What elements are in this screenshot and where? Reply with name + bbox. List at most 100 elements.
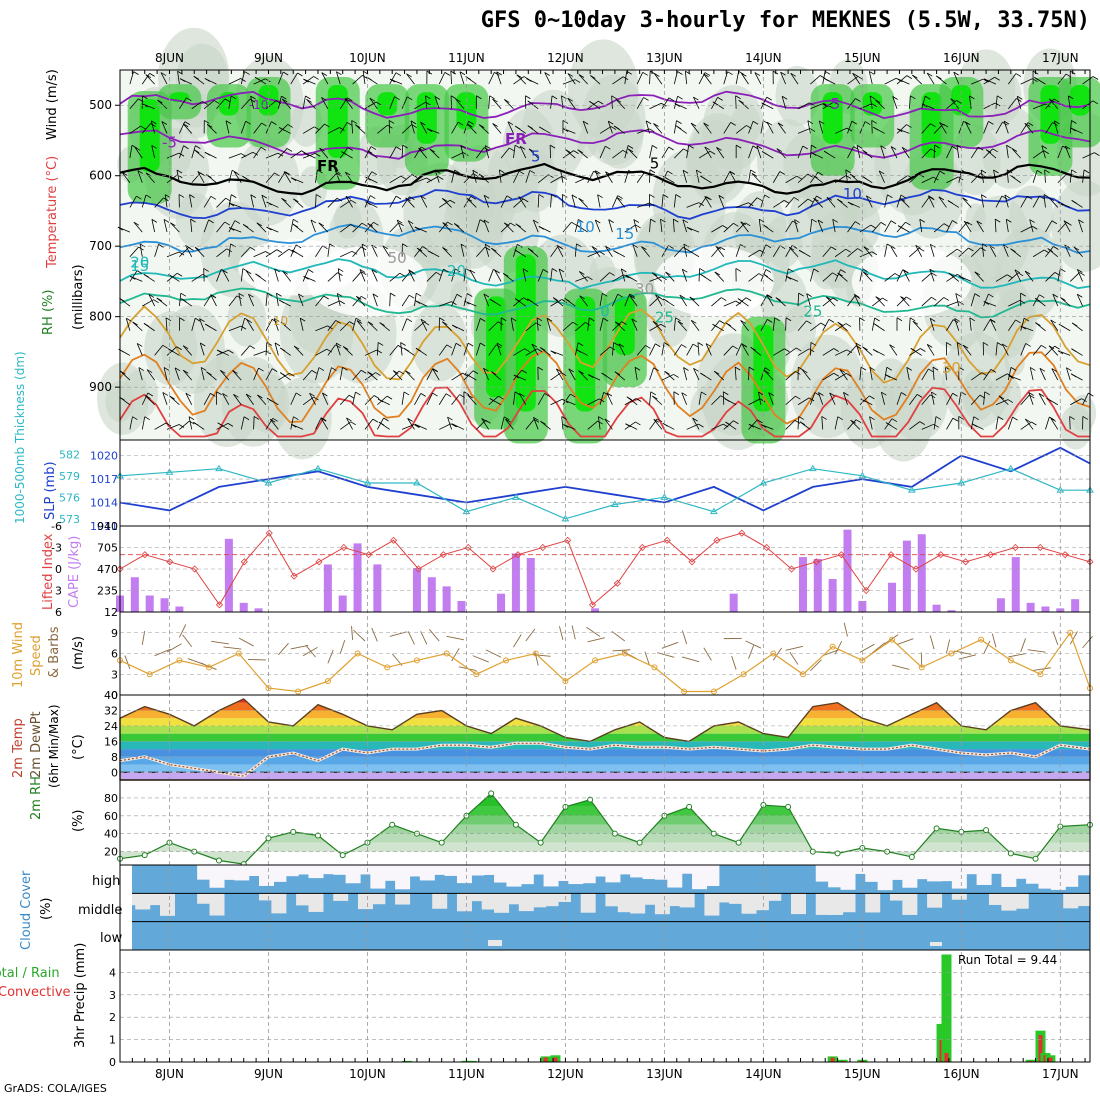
wind-barb bbox=[785, 268, 789, 282]
wind10-barb bbox=[946, 639, 951, 654]
cloud-high-clear bbox=[852, 865, 868, 874]
wind10-ylabel4: (m/s) bbox=[71, 636, 86, 670]
wind-barb-flag bbox=[796, 175, 803, 180]
wind-barb-flag bbox=[735, 95, 741, 100]
upper-ytick-label: 800 bbox=[89, 310, 112, 324]
contour-label: 0 bbox=[600, 303, 610, 321]
wind-barb bbox=[912, 74, 923, 85]
wind-barb bbox=[946, 319, 954, 331]
wind-barb-flag bbox=[331, 367, 337, 371]
wind-barb-flag bbox=[438, 176, 444, 180]
wind-barb-flag bbox=[872, 349, 879, 353]
wind-barb bbox=[587, 171, 595, 183]
precip-conv-bar bbox=[1028, 1060, 1033, 1062]
wind-barb-flag bbox=[845, 248, 851, 253]
wind-barb-flag bbox=[790, 72, 796, 77]
wind-barb-flag bbox=[414, 226, 421, 231]
wind-barb-flag bbox=[798, 292, 804, 297]
wind-barb-flag bbox=[204, 151, 211, 156]
wind-barb bbox=[145, 74, 155, 85]
upper-ytick-label: 600 bbox=[89, 169, 112, 183]
cloud-high-clear bbox=[1050, 865, 1066, 890]
wind10-barb bbox=[371, 627, 378, 642]
wind-barb-flag bbox=[788, 246, 795, 251]
wind10-barb bbox=[892, 664, 910, 670]
wind-barb-flag bbox=[513, 374, 520, 379]
wind-barb-flag bbox=[1012, 416, 1018, 421]
wind-barb bbox=[760, 294, 768, 307]
wind-barb bbox=[1020, 394, 1030, 406]
wind-barb-flag bbox=[149, 73, 155, 77]
wind-barb-flag bbox=[257, 394, 263, 399]
wind-barb bbox=[546, 318, 551, 331]
wind10-barb bbox=[429, 629, 440, 642]
wind-barb-flag bbox=[420, 146, 427, 151]
wind10-barb bbox=[238, 637, 254, 647]
wind-barb bbox=[154, 422, 167, 430]
li-point bbox=[713, 536, 721, 544]
wind-barb bbox=[1045, 122, 1053, 134]
wind-barb-flag bbox=[579, 271, 585, 275]
wind-barb-flag bbox=[516, 74, 522, 79]
wind-barb-flag bbox=[136, 343, 143, 347]
wind-barb-flag bbox=[929, 196, 935, 201]
wind-barb-flag bbox=[1092, 76, 1099, 80]
cloud-high-clear bbox=[1001, 865, 1017, 887]
wind10-barb bbox=[871, 642, 886, 654]
wind-barb bbox=[265, 368, 273, 381]
wind-barb-flag bbox=[947, 200, 954, 204]
wind-barb-flag bbox=[193, 421, 199, 426]
wind-barb bbox=[179, 121, 186, 134]
wind-barb bbox=[629, 295, 638, 307]
rh2m-point bbox=[314, 832, 321, 839]
wind-barb-flag bbox=[281, 197, 287, 202]
wind-barb bbox=[228, 95, 232, 109]
temp-band bbox=[120, 698, 1090, 703]
wind-barb-flag bbox=[188, 416, 195, 421]
wind-barb-flag bbox=[240, 325, 247, 330]
wind-barb-flag bbox=[163, 219, 170, 223]
wind-barb bbox=[407, 418, 415, 430]
wind-barb-flag bbox=[168, 348, 174, 353]
cloud-mid-clear bbox=[927, 893, 943, 908]
wind-barb-flag bbox=[1034, 297, 1041, 302]
wind-barb-flag bbox=[615, 321, 621, 326]
wind-barb-flag bbox=[200, 367, 207, 371]
wind-barb-flag bbox=[266, 397, 273, 402]
wind-barb-flag bbox=[367, 321, 374, 326]
wind-barb-flag bbox=[321, 97, 327, 101]
wind-barb-flag bbox=[432, 392, 438, 397]
wind-barb bbox=[450, 71, 452, 85]
wind-barb-flag bbox=[286, 148, 293, 152]
wind-barb-flag bbox=[798, 366, 804, 371]
wind-barb-flag bbox=[568, 368, 574, 373]
wind-barb bbox=[309, 393, 316, 405]
wind-barb bbox=[467, 394, 477, 406]
wind-barb bbox=[1005, 219, 1009, 233]
wind-barb bbox=[579, 271, 588, 282]
wind-barb bbox=[432, 368, 440, 381]
wind-barb-flag bbox=[971, 423, 978, 428]
wind10-barb bbox=[785, 645, 803, 651]
wind-barb-flag bbox=[369, 97, 376, 102]
wind-barb-flag bbox=[420, 318, 427, 323]
wind-barb-flag bbox=[414, 423, 421, 428]
precip-conv-bar bbox=[1038, 1035, 1043, 1062]
wind-barb bbox=[863, 246, 873, 258]
wind-barb bbox=[129, 246, 139, 258]
wind-barb-flag bbox=[700, 175, 706, 180]
wind-barb-flag bbox=[604, 418, 610, 423]
wind10-barb bbox=[810, 659, 822, 672]
wind-barb bbox=[714, 271, 725, 282]
temp-panel-labels: 2m Temp 2m DewPt (6hr Min/Max) (°C) bbox=[11, 705, 86, 789]
wind-barb-flag bbox=[780, 71, 786, 76]
wind-barb bbox=[163, 367, 168, 381]
wind-barb-flag bbox=[248, 293, 254, 298]
wind-barb-flag bbox=[318, 222, 324, 227]
rh-moist-column bbox=[850, 84, 895, 148]
wind-barb-flag bbox=[492, 123, 498, 127]
wind-barb bbox=[389, 96, 395, 109]
cape-bar bbox=[338, 595, 347, 612]
wind-barb-flag bbox=[668, 146, 674, 151]
